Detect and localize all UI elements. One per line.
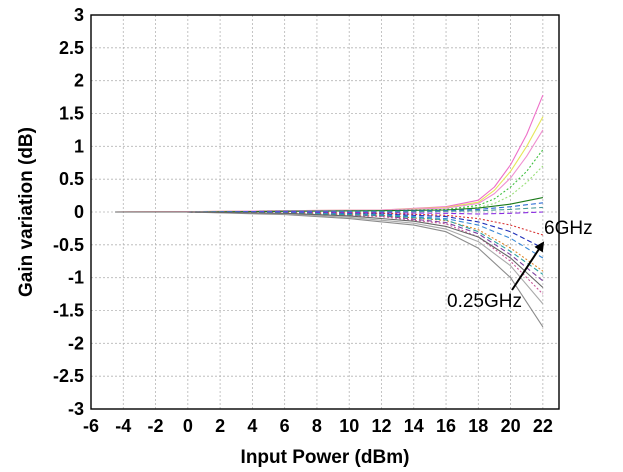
x-tick-label: 14 <box>404 416 424 436</box>
x-tick-label: 4 <box>247 416 257 436</box>
x-tick-label: 18 <box>468 416 488 436</box>
y-tick-label: 0.5 <box>59 169 84 189</box>
x-tick-label: 0 <box>183 416 193 436</box>
x-tick-labels: -6 -4 -2 0 2 4 6 8 10 12 14 16 18 20 22 <box>83 416 553 436</box>
y-axis-title: Gain variation (dB) <box>16 127 37 297</box>
x-tick-label: 12 <box>371 416 391 436</box>
x-tick-label: 16 <box>436 416 456 436</box>
y-tick-label: -3 <box>68 399 84 419</box>
x-tick-label: 20 <box>501 416 521 436</box>
x-tick-label: 8 <box>312 416 322 436</box>
x-tick-label: -6 <box>83 416 99 436</box>
x-tick-label: -4 <box>115 416 131 436</box>
y-tick-label: 2.5 <box>59 38 84 58</box>
y-tick-label: 2 <box>74 71 84 91</box>
annotation-6ghz: 6GHz <box>544 218 593 239</box>
x-tick-label: 2 <box>215 416 225 436</box>
y-tick-label: -2 <box>68 333 84 353</box>
y-tick-label: 1.5 <box>59 104 84 124</box>
y-tick-labels: 3 2.5 2 1.5 1 0.5 0 -0.5 -1 -1.5 -2 -2.5 -3 <box>53 5 84 419</box>
x-tick-label: -2 <box>148 416 164 436</box>
annotation-0-25ghz: 0.25GHz <box>447 291 522 312</box>
y-tick-label: -1 <box>68 268 84 288</box>
x-axis-title: Input Power (dBm) <box>241 447 410 468</box>
series-line-19 <box>115 211 544 288</box>
plot-frame <box>90 14 560 410</box>
y-tick-label: 0 <box>74 202 84 222</box>
y-tick-label: -1.5 <box>53 301 84 321</box>
x-tick-label: 6 <box>280 416 290 436</box>
y-tick-label: -0.5 <box>53 235 84 255</box>
series-layer <box>115 94 544 328</box>
y-tick-label: 3 <box>74 5 84 25</box>
y-tick-label: 1 <box>74 136 84 156</box>
annotation-arrow <box>511 241 545 291</box>
x-tick-label: 10 <box>339 416 359 436</box>
y-tick-label: -2.5 <box>53 366 84 386</box>
x-tick-label: 22 <box>533 416 553 436</box>
